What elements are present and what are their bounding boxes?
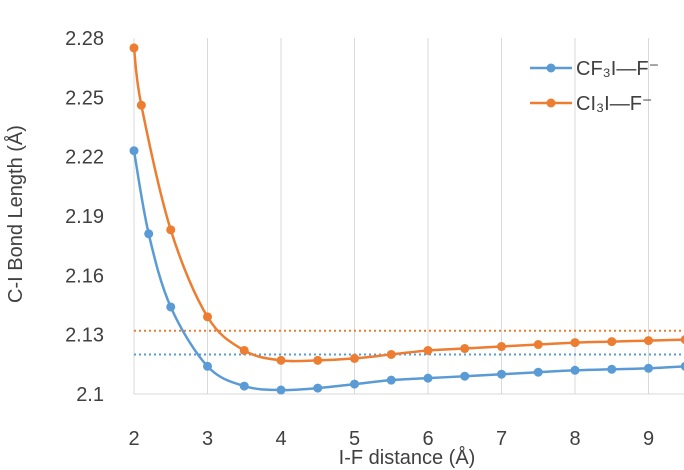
x-tick-label: 5 — [349, 428, 360, 450]
data-point — [533, 340, 543, 350]
y-tick-label: 2.19 — [65, 206, 104, 228]
data-point — [136, 100, 146, 110]
data-point — [203, 361, 212, 371]
data-point — [239, 381, 249, 391]
data-point — [570, 365, 580, 375]
y-tick-labels: 2.1 2.13 2.16 2.19 2.22 2.25 2.28 — [65, 28, 104, 406]
data-point — [166, 225, 176, 235]
series-2 — [129, 43, 684, 365]
data-point — [350, 379, 359, 389]
data-point — [423, 345, 433, 355]
x-tick-label: 8 — [569, 428, 580, 450]
data-point — [313, 383, 323, 393]
data-point — [239, 345, 249, 355]
data-point — [607, 337, 617, 347]
legend-item: CI₃I—F⁻ — [530, 93, 652, 115]
data-point — [497, 342, 506, 352]
reference-lines — [134, 329, 684, 356]
legend-swatch-marker — [546, 98, 556, 108]
legend: CF₃I—F⁻ CI₃I—F⁻ — [530, 58, 659, 115]
data-point — [423, 373, 433, 383]
data-point — [144, 229, 154, 239]
data-point — [680, 335, 684, 344]
data-point — [533, 367, 543, 377]
y-axis-label: C-I Bond Length (Å) — [4, 125, 27, 303]
x-tick-label: 4 — [275, 428, 286, 450]
data-point — [350, 353, 359, 363]
data-point — [680, 361, 684, 371]
x-tick-label: 3 — [202, 428, 213, 450]
x-axis-label: I-F distance (Å) — [339, 446, 476, 469]
data-point — [276, 385, 286, 395]
data-point — [607, 364, 617, 374]
data-point — [129, 146, 139, 156]
series-1 — [129, 146, 684, 395]
data-point — [386, 349, 396, 359]
y-tick-label: 2.1 — [76, 384, 104, 406]
data-point — [386, 375, 396, 385]
legend-label: CF₃I—F⁻ — [576, 58, 659, 80]
data-point — [644, 363, 653, 373]
y-tick-label: 2.28 — [65, 28, 104, 50]
x-tick-labels: 2 3 4 5 6 7 8 9 — [128, 428, 654, 450]
x-tick-label: 2 — [128, 428, 139, 450]
grid — [133, 38, 684, 395]
data-point — [570, 338, 580, 348]
data-point — [276, 355, 286, 365]
x-tick-label: 9 — [643, 428, 654, 450]
legend-item: CF₃I—F⁻ — [530, 58, 659, 80]
x-tick-label: 6 — [422, 428, 433, 450]
data-point — [460, 344, 470, 354]
data-point — [497, 369, 506, 379]
y-tick-label: 2.16 — [65, 265, 104, 287]
series-line — [132, 47, 684, 363]
data-point — [129, 43, 139, 53]
x-tick-label: 7 — [496, 428, 507, 450]
series-line — [132, 150, 684, 392]
data-point — [460, 371, 470, 381]
legend-swatch-marker — [546, 63, 556, 73]
data-point — [203, 312, 212, 322]
legend-label: CI₃I—F⁻ — [576, 93, 652, 115]
data-point — [166, 302, 176, 312]
series-group — [129, 43, 684, 395]
data-point — [644, 336, 653, 346]
y-tick-label: 2.13 — [65, 325, 104, 347]
y-tick-label: 2.22 — [65, 147, 104, 169]
data-point — [313, 355, 323, 365]
y-tick-label: 2.25 — [65, 87, 104, 109]
